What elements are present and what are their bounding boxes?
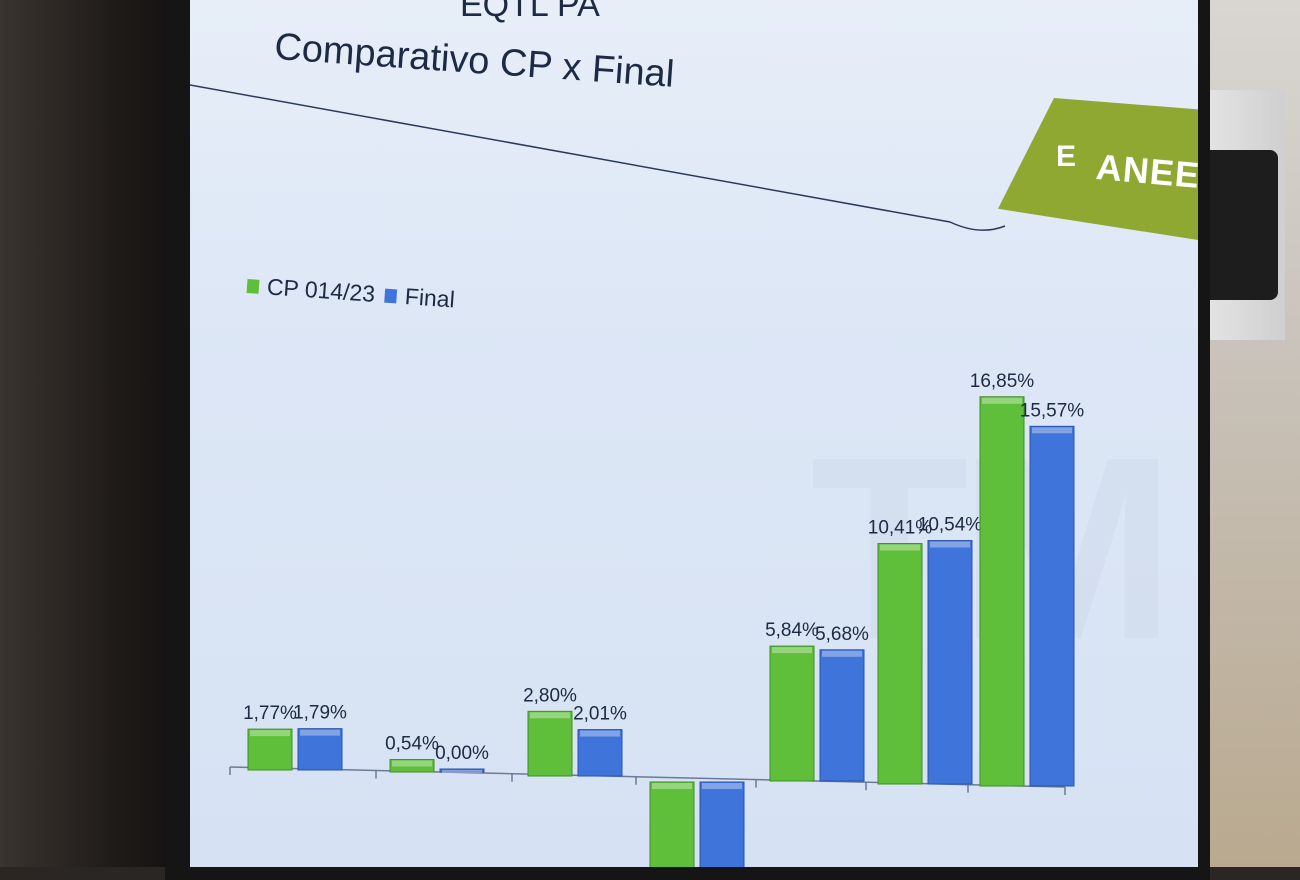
bar-cp [649, 781, 695, 867]
bar-highlight [880, 544, 920, 551]
data-label: 1,77% [243, 703, 297, 724]
bar-cp [527, 710, 573, 777]
slide-screen: TM EQTL PA Comparativo CP x Final E ANEE… [190, 0, 1198, 867]
bar-highlight [250, 730, 290, 737]
bar-chart: 1,77%1,79% 0,54%0,00% 2,80%2,01% 5,84%5,68%… [229, 371, 1085, 867]
bar-highlight [982, 397, 1022, 404]
bar-final [819, 649, 865, 782]
x-axis-line [229, 766, 1066, 788]
data-label: 10,41% [868, 518, 933, 539]
data-label: 15,57% [1020, 400, 1085, 421]
slide-title-partial: EQTL PA [460, 0, 600, 24]
data-label: 1,79% [293, 703, 347, 724]
bar-highlight [772, 647, 812, 654]
bar-final [297, 728, 343, 771]
bar-highlight [1032, 427, 1072, 434]
bar-cp [877, 543, 923, 785]
bar-cp [247, 728, 293, 771]
data-label: 16,85% [970, 371, 1035, 392]
title-divider [190, 84, 1006, 231]
bar-highlight [392, 760, 432, 767]
data-label: 0,00% [435, 743, 489, 764]
bar-highlight [702, 783, 742, 789]
bar-cp [389, 759, 435, 773]
bar-cp [769, 645, 815, 782]
data-label: 2,01% [573, 704, 627, 725]
bar-final [439, 768, 485, 773]
bar-highlight [580, 730, 620, 737]
bar-highlight [822, 650, 862, 657]
logo-mark-icon: E [1056, 140, 1077, 173]
bar-highlight [652, 783, 692, 789]
aneel-logo: E ANEEL [998, 98, 1198, 240]
bar-final [577, 729, 623, 777]
data-label: 10,54% [918, 515, 983, 536]
room-wall-left [0, 0, 190, 867]
bar-highlight [930, 541, 970, 548]
data-label: 2,80% [523, 685, 577, 706]
data-label: 5,68% [815, 624, 869, 645]
data-label: 0,54% [385, 734, 439, 755]
bar-final [1029, 425, 1075, 787]
bar-highlight [442, 770, 482, 773]
bar-cp [979, 396, 1025, 787]
bar-highlight [300, 729, 340, 736]
data-label: 5,84% [765, 620, 819, 641]
bar-final [699, 781, 745, 867]
bar-highlight [530, 712, 570, 719]
bar-final [927, 540, 973, 785]
camera-lens [1198, 150, 1278, 300]
